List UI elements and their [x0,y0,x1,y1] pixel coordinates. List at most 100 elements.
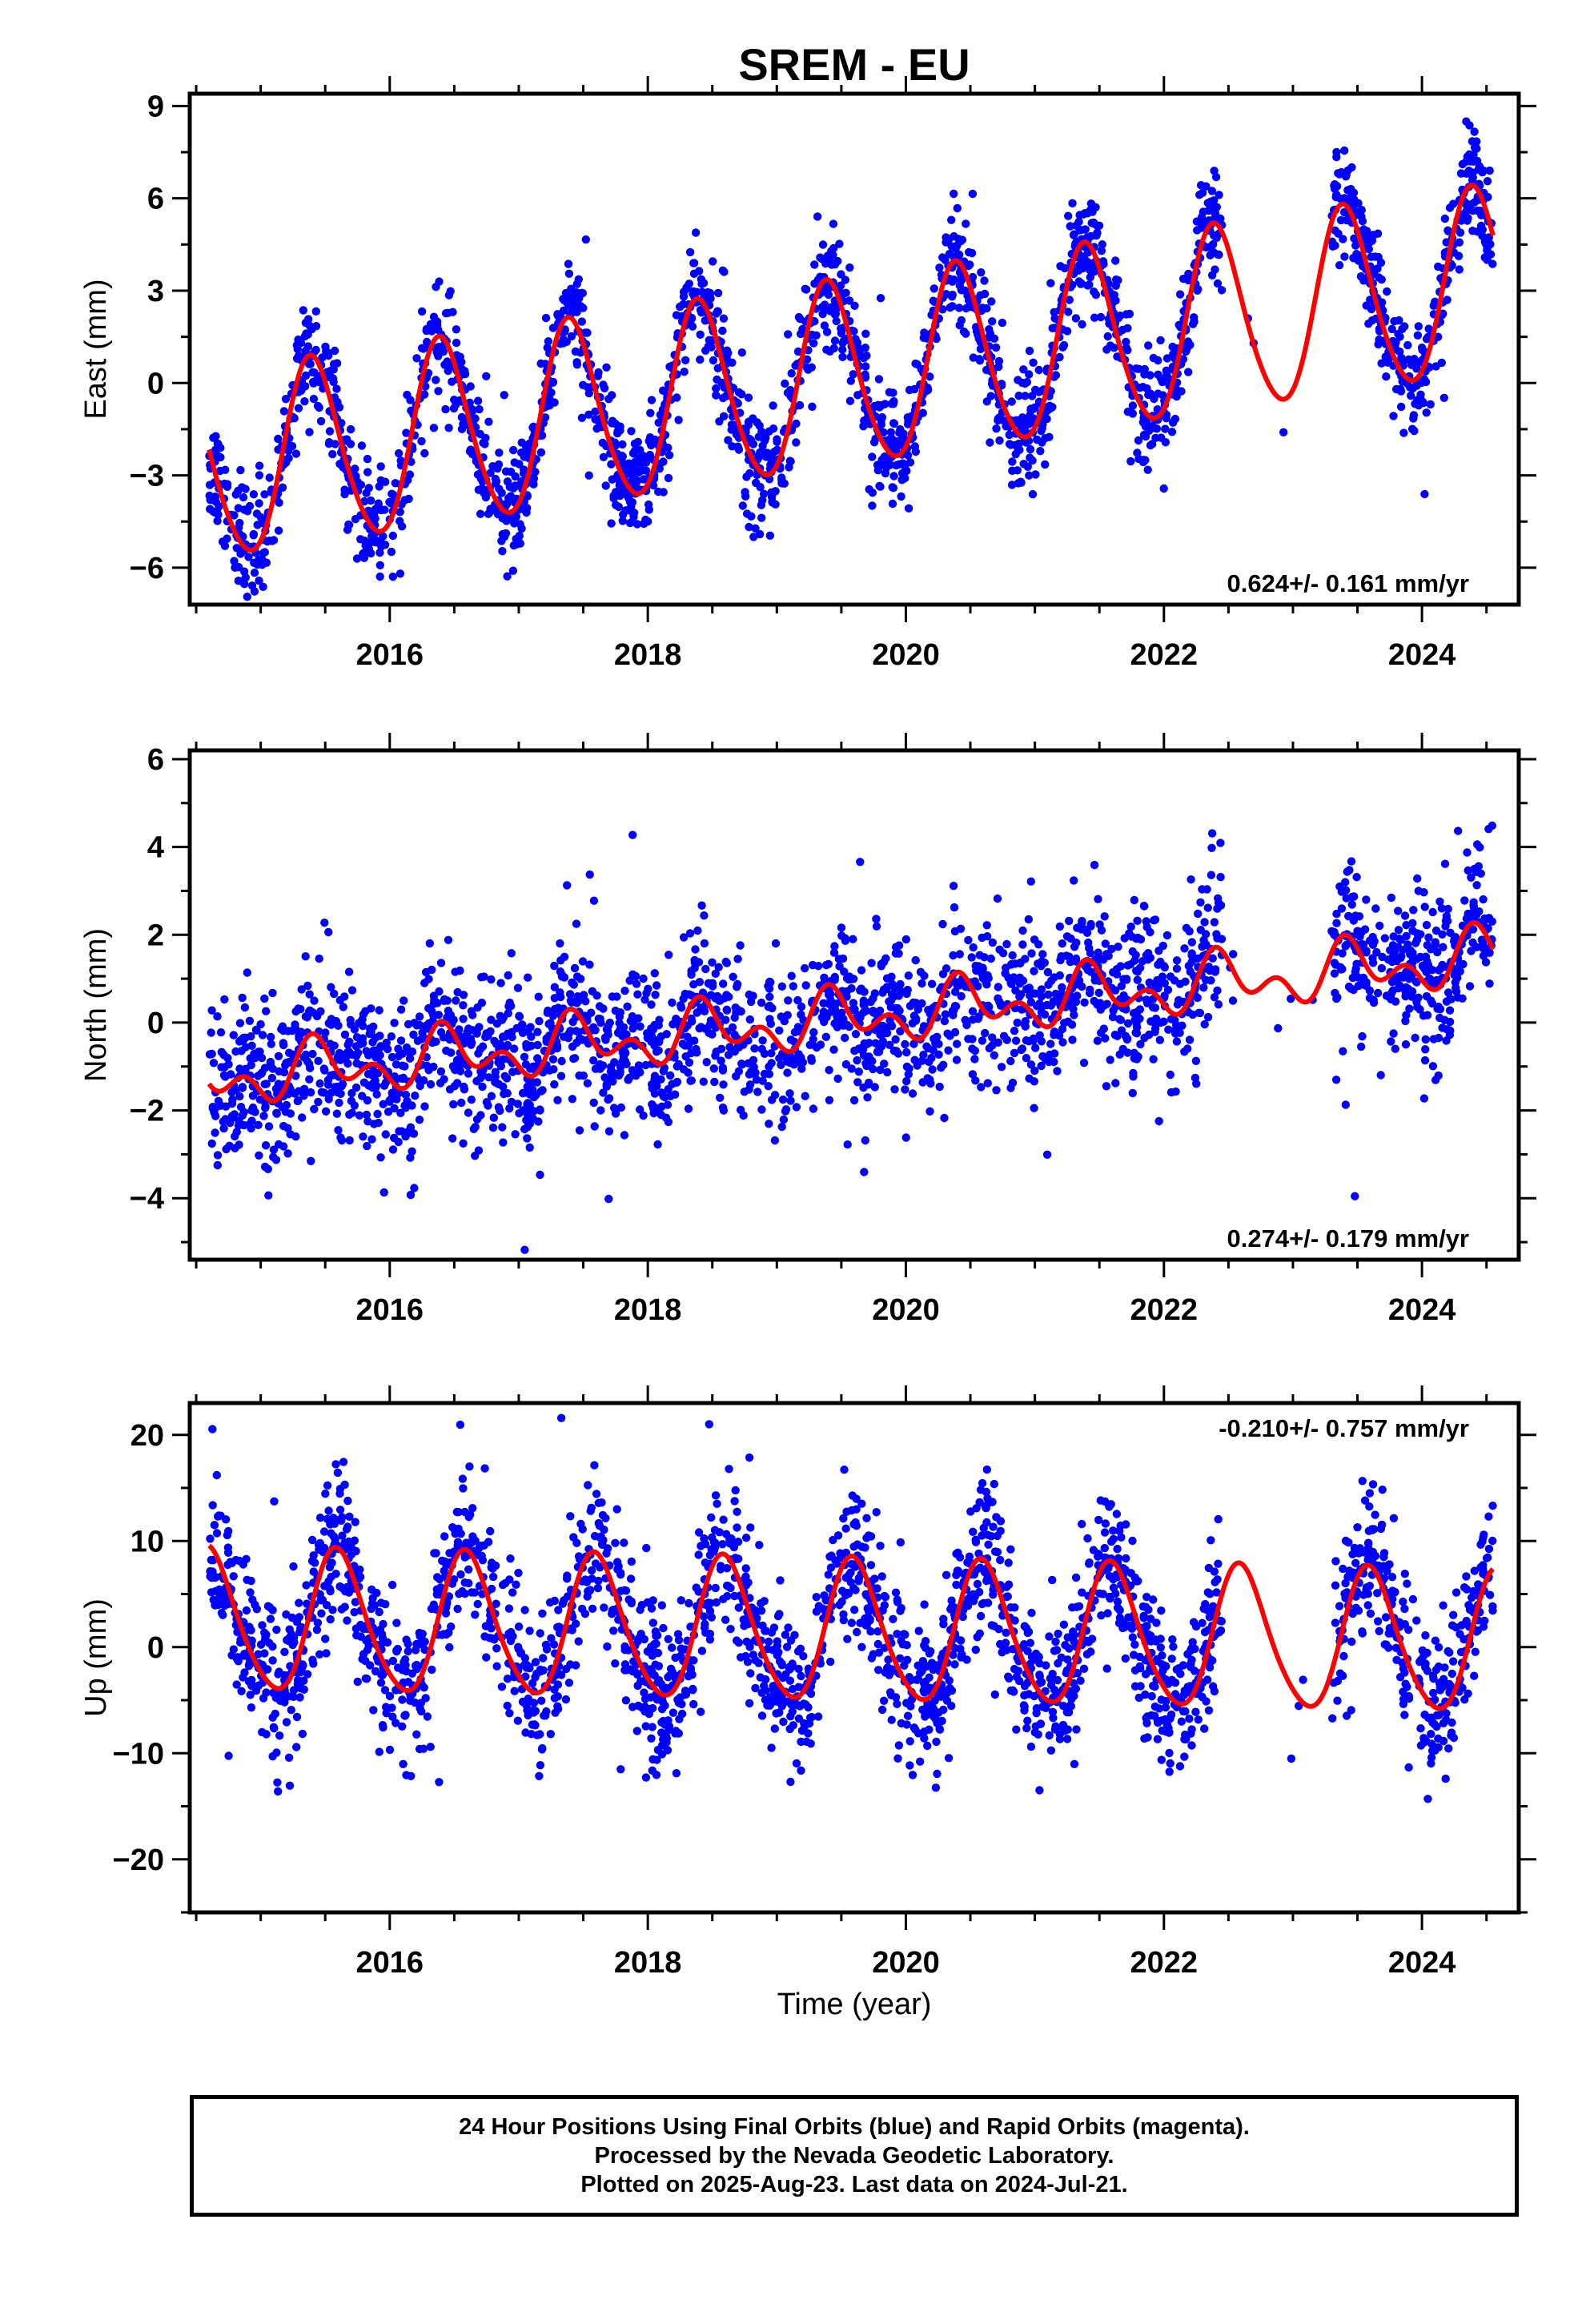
data-point [496,979,505,987]
data-point [1136,1039,1145,1049]
data-point [950,189,958,199]
data-point [1203,885,1211,894]
data-point [916,1757,925,1766]
data-point [1331,1076,1341,1084]
data-point [487,1092,496,1100]
data-point [1332,152,1341,162]
data-point [716,1093,725,1103]
data-point [1214,894,1223,903]
data-point [894,949,903,959]
data-point [1123,1019,1133,1028]
data-point [648,480,658,490]
data-point [968,1070,978,1079]
data-point [737,348,746,357]
data-point [524,973,532,982]
data-point [1191,1073,1200,1083]
data-point [885,997,893,1006]
data-point [974,982,982,991]
x-tick-label: 2024 [1388,1293,1456,1327]
data-point [500,391,508,400]
data-point [1351,1192,1359,1200]
data-point [786,385,795,395]
data-point [975,951,984,959]
data-point [213,1160,222,1170]
data-point [388,1145,398,1154]
data-point [1439,393,1449,402]
data-point [594,1062,604,1072]
data-point [1374,252,1383,262]
data-point [684,1104,693,1113]
data-point [1421,377,1431,387]
data-point [1018,940,1027,949]
data-point [1022,1054,1031,1063]
data-point [991,343,1001,352]
data-point [544,1006,552,1015]
rate-label: 0.274+/- 0.179 mm/yr [1227,1224,1469,1252]
data-point [550,983,559,991]
data-point [957,991,966,1001]
data-point [1086,199,1096,208]
data-point [1433,1004,1442,1013]
data-point [1154,356,1162,365]
data-point [457,1098,466,1108]
data-point [949,882,958,891]
data-point [1401,1016,1410,1026]
data-point [950,903,959,912]
data-point [820,973,829,983]
data-point [1130,895,1139,905]
data-point [984,1001,993,1011]
data-point [304,1059,314,1068]
data-point [734,388,744,397]
data-point [1042,1150,1052,1160]
data-point [653,1035,662,1045]
data-point [685,990,693,999]
data-point [510,519,519,528]
data-point [685,1058,694,1068]
data-point [911,359,920,368]
data-point [376,1153,385,1162]
data-point [1213,986,1222,995]
data-point [1390,947,1399,956]
data-point [982,304,991,313]
data-point [857,966,866,975]
data-point [258,561,267,569]
data-point [620,1131,629,1140]
data-point [318,353,327,362]
data-point [436,1067,446,1076]
data-point [1472,881,1481,890]
data-point [1399,428,1408,437]
data-point [376,476,385,485]
data-point [222,1144,231,1154]
data-point [962,219,970,228]
data-point [264,1191,273,1200]
data-point [1362,895,1371,904]
data-point [889,419,899,428]
data-point [566,1027,575,1035]
data-point [266,1032,275,1042]
data-point [787,971,796,980]
data-point [1396,953,1405,963]
data-point [745,468,754,478]
data-point [517,524,526,533]
data-point [211,432,220,440]
data-point [599,1088,608,1097]
data-point [309,394,319,404]
data-point [1406,946,1415,955]
data-point [1216,873,1225,882]
data-point [1339,235,1347,243]
data-point [1021,426,1030,435]
data-point [396,1074,406,1083]
data-point [1207,829,1217,838]
data-point [211,1112,220,1120]
data-point [297,386,306,395]
data-point [284,1058,293,1068]
data-point [564,259,573,268]
data-point [581,235,590,244]
data-point [1069,1004,1078,1014]
data-point [1133,1007,1142,1016]
data-point [705,336,713,344]
data-point [563,881,572,890]
data-point [367,1004,375,1013]
data-point [867,959,876,967]
data-point [205,1050,215,1059]
